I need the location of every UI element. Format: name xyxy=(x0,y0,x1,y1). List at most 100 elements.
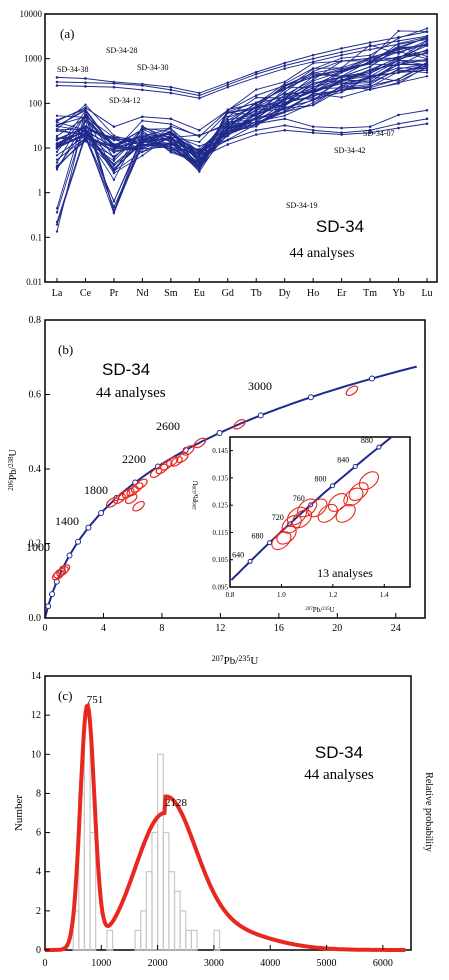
panel-a-series-point xyxy=(255,105,258,109)
panel-a-series-point xyxy=(311,95,315,99)
panel-c-histogram-bar xyxy=(134,929,142,951)
panel-a-series-point xyxy=(254,133,258,136)
panel-b-x-axis: 0 4 8 12 16 20 24 xyxy=(43,613,401,634)
panel-a-series-point xyxy=(283,87,286,91)
panel-a-y-tick-label: 100 xyxy=(29,98,43,108)
panel-a-series-point xyxy=(141,126,144,129)
panel-c-y-tick-label: 10 xyxy=(31,749,41,760)
panel-a-series-point xyxy=(397,67,400,71)
panel-a-series-point xyxy=(84,119,87,122)
panel-b-sample-title: SD-34 xyxy=(102,360,150,379)
panel-a-annotation-label: SD-34-07 xyxy=(363,129,395,138)
panel-a-series-point xyxy=(141,84,144,87)
panel-c-histogram-bar xyxy=(190,929,198,951)
panel-c-x-tick-label: 1000 xyxy=(91,958,111,969)
panel-a-series-point xyxy=(55,142,59,145)
panel-a-series-point xyxy=(84,131,87,135)
panel-b-x-tick-label: 24 xyxy=(391,623,401,634)
panel-a-series-point xyxy=(55,80,59,84)
panel-a-series-point xyxy=(55,136,59,139)
panel-a-series-point xyxy=(283,67,286,70)
panel-c-histogram-bar xyxy=(140,910,147,951)
panel-a-series-point xyxy=(226,134,229,138)
panel-b-concordia-age-label: 1800 xyxy=(84,483,108,497)
panel-a-series-point xyxy=(112,157,116,160)
inset-concordia-age-marker xyxy=(267,540,273,546)
panel-a-y-axis: 0.01 0.1 1 10 100 1000 10000 xyxy=(20,9,50,287)
inset-y-tick-label: 0.125 xyxy=(212,502,228,510)
panel-a-series-line xyxy=(56,63,428,172)
panel-a-series-point xyxy=(340,87,343,91)
panel-c-y-tick-label: 4 xyxy=(36,867,41,878)
panel-b-data-ellipse xyxy=(193,437,207,449)
panel-a-series-line xyxy=(56,43,428,149)
panel-c-histogram-bar xyxy=(106,929,114,951)
panel-a-series-point xyxy=(283,93,286,97)
panel-a-series-point xyxy=(55,223,59,226)
panel-a-series-point xyxy=(141,128,144,131)
panel-a-series-point xyxy=(425,108,429,112)
panel-a-series-point xyxy=(55,158,59,161)
panel-a-series-point xyxy=(368,86,372,89)
panel-a-series-point xyxy=(55,134,59,138)
inset-concordia-age-marker xyxy=(330,483,336,489)
panel-a-series-point xyxy=(112,149,116,153)
panel-a-series-point xyxy=(368,131,372,135)
panel-b-x-tick-label: 4 xyxy=(101,623,106,634)
panel-c-x-tick-label: 6000 xyxy=(373,958,393,969)
panel-a-series-point xyxy=(283,128,286,132)
panel-a-series-point xyxy=(340,133,343,136)
panel-a-series-point xyxy=(169,147,173,150)
panel-a-series-point xyxy=(198,168,201,172)
panel-a-series-point xyxy=(55,161,59,164)
panel-c-x-tick-label: 2000 xyxy=(148,958,168,969)
panel-a-series-point xyxy=(397,59,400,62)
panel-c-y-tick-label: 14 xyxy=(31,671,41,682)
panel-b-concordia-age-label: 3000 xyxy=(248,379,272,393)
panel-a-series-point xyxy=(226,108,229,111)
panel-c-histogram-bar xyxy=(89,831,97,951)
panel-b-data-ellipse xyxy=(130,482,144,493)
panel-a-annotation-label: SD-34-19 xyxy=(286,201,318,210)
panel-a-series-point xyxy=(368,56,372,59)
inset-concordia-age-label: 760 xyxy=(293,494,305,503)
panel-a-series-point xyxy=(340,126,343,130)
panel-c-y-axis: 0 2 4 6 8 10 12 14 xyxy=(31,671,50,956)
panel-a-series-point xyxy=(84,138,87,142)
panel-a-x-tick-label: Lu xyxy=(421,288,432,299)
panel-b-y-tick-label: 0.0 xyxy=(29,613,42,624)
panel-a-series-point xyxy=(169,139,173,143)
panel-a-series-point xyxy=(425,122,429,125)
panel-c-histogram-bar xyxy=(173,890,181,951)
panel-a-series-point xyxy=(84,116,87,119)
panel-a-series-point xyxy=(198,96,201,100)
panel-a-series-point xyxy=(340,69,343,73)
panel-a-series-point xyxy=(141,88,144,92)
panel-a-series-point xyxy=(368,61,372,65)
panel-a-series-point xyxy=(255,88,258,91)
panel-a-y-tick-label: 1 xyxy=(38,188,43,198)
panel-a-series-point xyxy=(112,169,116,173)
panel-a-series-point xyxy=(55,76,59,79)
panel-b-x-tick-label: 0 xyxy=(43,623,48,634)
panel-a-x-tick-label: La xyxy=(52,288,63,299)
panel-a-series-line xyxy=(56,63,428,171)
inset-concordia-age-label: 640 xyxy=(232,550,244,559)
panel-a-series-point xyxy=(368,78,372,82)
inset-concordia-age-label: 680 xyxy=(252,532,264,541)
panel-a-series-point xyxy=(255,125,258,128)
panel-b-data-ellipse xyxy=(132,500,145,512)
panel-b-y-axis-label: 206Pb/238U xyxy=(7,448,19,490)
panel-b-y-tick-label: 0.4 xyxy=(29,464,42,475)
panel-a-series-point xyxy=(55,121,59,124)
inset-concordia-age-label: 840 xyxy=(337,456,349,465)
panel-a-series-point xyxy=(169,91,173,95)
panel-a-series-point xyxy=(311,92,315,96)
panel-a-series-line xyxy=(56,64,428,213)
panel-b-data-ellipse xyxy=(345,385,359,397)
panel-b-data-ellipse xyxy=(124,493,138,505)
panel-a-series-point xyxy=(55,84,59,87)
panel-a-series-point xyxy=(198,157,201,160)
panel-a-series-point xyxy=(283,102,286,106)
panel-a-series-point xyxy=(368,59,372,62)
